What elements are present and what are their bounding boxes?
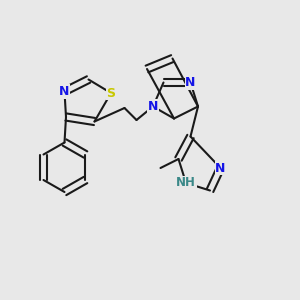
Text: N: N — [185, 76, 196, 89]
Text: NH: NH — [176, 176, 196, 190]
Text: S: S — [106, 86, 116, 100]
Text: N: N — [59, 85, 70, 98]
Text: N: N — [215, 161, 226, 175]
Text: N: N — [148, 100, 158, 113]
